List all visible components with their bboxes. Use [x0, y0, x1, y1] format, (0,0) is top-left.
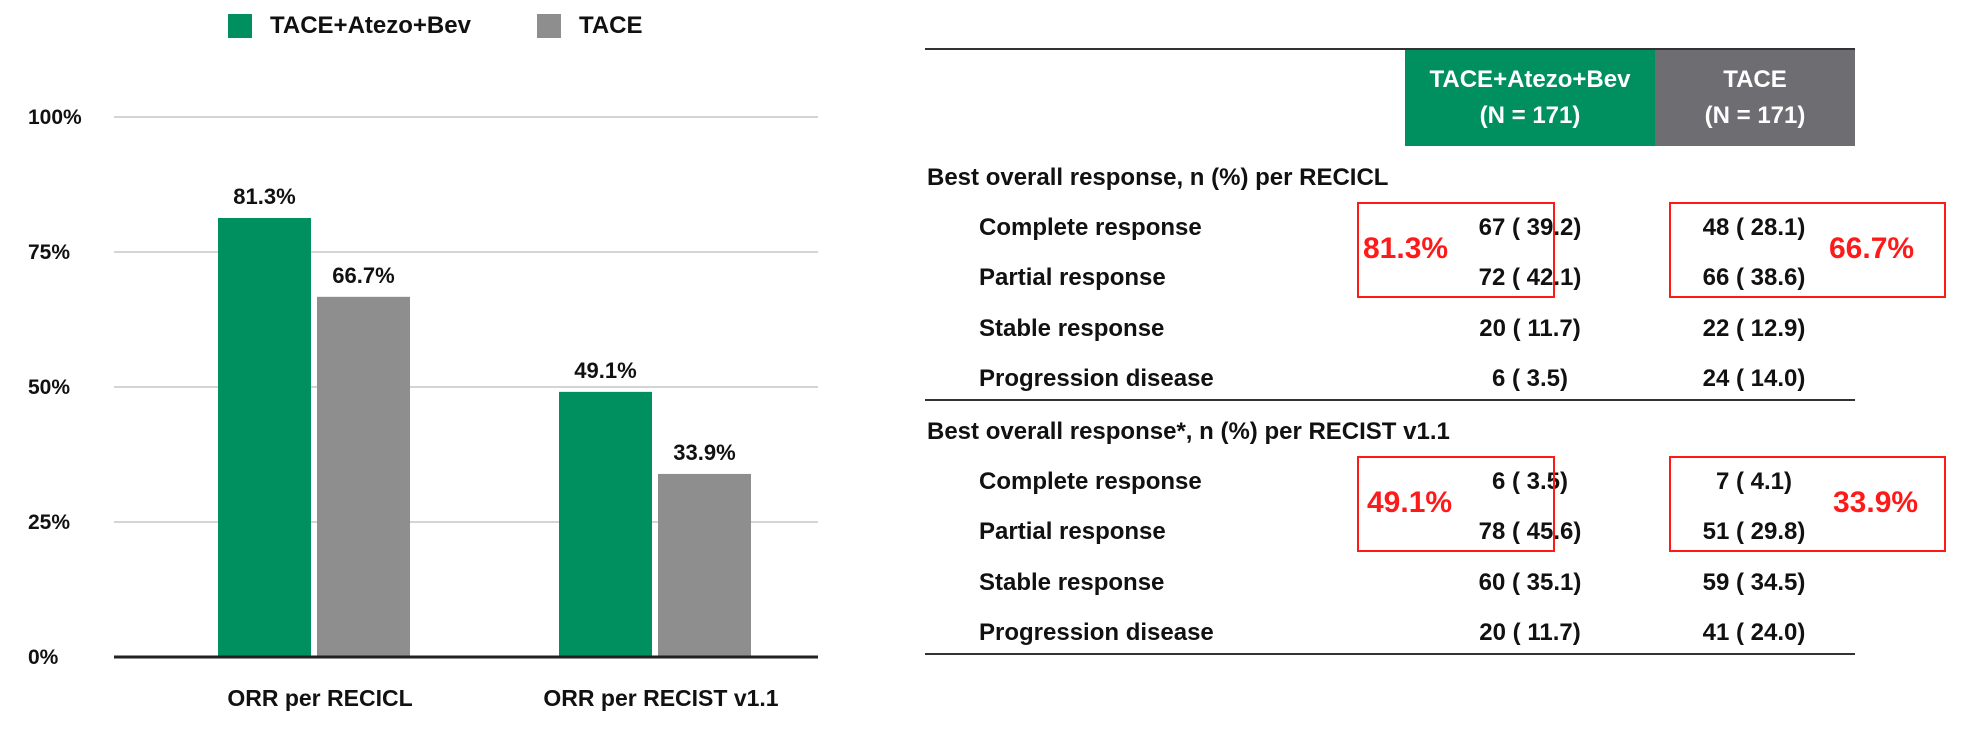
orr-label-arm1: 49.1%: [1367, 486, 1453, 519]
bar: [559, 391, 652, 657]
orr-label-arm1: 81.3%: [1363, 232, 1449, 265]
legend-swatch-arm2: [536, 14, 561, 38]
section-title-recicl: Best overall response, n (%) per RECICL: [927, 164, 1389, 191]
chart-legend: TACE+Atezo+Bev TACE: [228, 12, 709, 40]
cell-arm2: 66 ( 38.6): [1702, 264, 1806, 291]
cell-arm1: 72 ( 42.1): [1478, 264, 1582, 291]
row-label: Stable response: [979, 569, 1165, 596]
orr-highlight-box-arm1: [1357, 456, 1555, 552]
y-tick-label: 50%: [28, 376, 70, 399]
y-tick-label: 75%: [28, 241, 70, 264]
row-label: Partial response: [979, 264, 1166, 291]
legend-label-arm1: TACE+Atezo+Bev: [270, 12, 471, 39]
cell-arm1: 6 ( 3.5): [1491, 365, 1569, 392]
cell-arm1: 78 ( 45.6): [1478, 518, 1582, 545]
section-title-recist: Best overall response*, n (%) per RECIST…: [927, 418, 1450, 445]
header-arm1: TACE+Atezo+Bev (N = 171): [1405, 50, 1655, 146]
cell-arm2: 7 ( 4.1): [1715, 468, 1793, 495]
cell-arm1: 20 ( 11.7): [1479, 619, 1581, 646]
x-category-label: ORR per RECIST v1.1: [543, 685, 778, 711]
cell-arm2: 59 ( 34.5): [1702, 569, 1806, 596]
cell-arm2: 22 ( 12.9): [1702, 315, 1806, 342]
cell-arm1: 60 ( 35.1): [1478, 569, 1582, 596]
row-label: Stable response: [979, 315, 1165, 342]
orr-label-arm2: 33.9%: [1833, 486, 1919, 519]
row-label: Progression disease: [979, 365, 1214, 392]
bar-value-label: 49.1%: [574, 358, 636, 383]
table-top-rule: [925, 48, 1855, 50]
y-tick-label: 100%: [28, 106, 82, 129]
cell-arm2: 51 ( 29.8): [1702, 518, 1806, 545]
header-arm2: TACE (N = 171): [1655, 50, 1855, 146]
cell-arm1: 67 ( 39.2): [1478, 214, 1582, 241]
cell-arm2: 41 ( 24.0): [1702, 619, 1806, 646]
row-label: Complete response: [979, 468, 1202, 495]
cell-arm1: 20 ( 11.7): [1479, 315, 1581, 342]
section-divider: [925, 399, 1855, 401]
orr-bar-chart: 0% 25% 50% 75% 100% 81.3% 66.7% ORR per RECICL 4…: [28, 106, 818, 711]
row-label: Complete response: [979, 214, 1202, 241]
legend-item-arm1: TACE+Atezo+Bev: [228, 12, 471, 40]
legend-swatch-arm1: [228, 14, 252, 38]
orr-highlight-box-arm1: [1357, 202, 1555, 298]
bar-value-label: 81.3%: [233, 184, 295, 209]
legend-item-arm2: TACE: [536, 12, 643, 40]
cell-arm2: 48 ( 28.1): [1702, 214, 1806, 241]
header-arm2-n: (N = 171): [1704, 102, 1806, 129]
row-label: Partial response: [979, 518, 1166, 545]
header-arm2-name: TACE: [1723, 66, 1787, 93]
x-category-label: ORR per RECICL: [227, 685, 412, 711]
bar-value-label: 33.9%: [673, 440, 735, 465]
row-label: Progression disease: [979, 619, 1214, 646]
header-arm1-name: TACE+Atezo+Bev: [1429, 66, 1631, 93]
orr-highlight-box-arm2: [1669, 202, 1946, 298]
y-tick-label: 0%: [28, 646, 59, 669]
cell-arm2: 24 ( 14.0): [1702, 365, 1806, 392]
bar: [218, 217, 311, 658]
y-tick-label: 25%: [28, 511, 70, 534]
orr-label-arm2: 66.7%: [1829, 232, 1915, 265]
bar: [658, 473, 751, 657]
legend-label-arm2: TACE: [578, 12, 643, 39]
orr-highlight-box-arm2: [1669, 456, 1946, 552]
table-bottom-rule: [925, 653, 1855, 655]
bar: [317, 296, 410, 657]
header-arm1-n: (N = 171): [1479, 102, 1581, 129]
bar-value-label: 66.7%: [332, 263, 394, 288]
cell-arm1: 6 ( 3.5): [1491, 468, 1569, 495]
